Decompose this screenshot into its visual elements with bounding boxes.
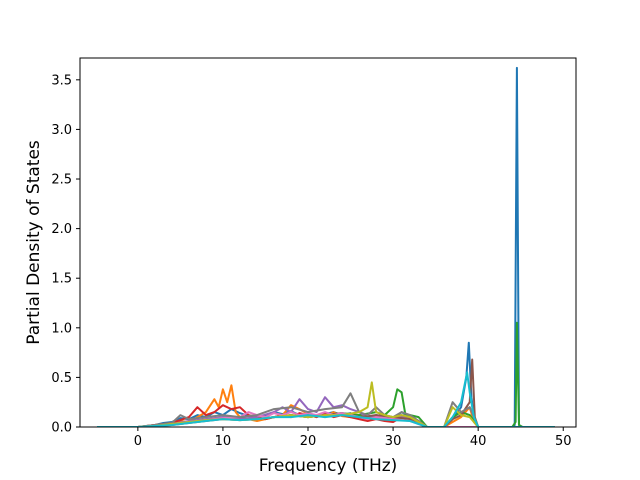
x-axis-label: Frequency (THz) [259, 456, 398, 476]
x-tick-label: 0 [134, 434, 142, 449]
y-tick-label: 2.5 [51, 173, 72, 188]
x-tick-label: 30 [385, 434, 402, 449]
y-tick-label: 3.5 [51, 73, 72, 88]
x-tick-label: 20 [300, 434, 317, 449]
series-layer [97, 66, 555, 427]
series-line-8 [97, 392, 555, 427]
tick-layer: 0 10 20 30 40 50 0.0 0.5 1.0 1.5 2.0 2.5 3.0 3.5 [51, 73, 571, 449]
series-line-9 [97, 381, 555, 427]
series-line-2 [97, 384, 555, 427]
y-axis-label: Partial Density of States [24, 140, 44, 345]
y-tick-label: 3.0 [51, 123, 72, 138]
y-tick-label: 1.5 [51, 272, 72, 287]
plot-frame [79, 57, 577, 428]
y-tick-label: 0.5 [51, 371, 72, 386]
x-tick-label: 50 [555, 434, 572, 449]
series-line-1 [97, 66, 555, 427]
series-line-10 [97, 371, 555, 427]
y-tick-label: 1.0 [51, 321, 72, 336]
y-tick-label: 2.0 [51, 222, 72, 237]
y-tick-label: 0.0 [51, 421, 72, 436]
x-tick-label: 40 [470, 434, 487, 449]
x-tick-label: 10 [215, 434, 232, 449]
